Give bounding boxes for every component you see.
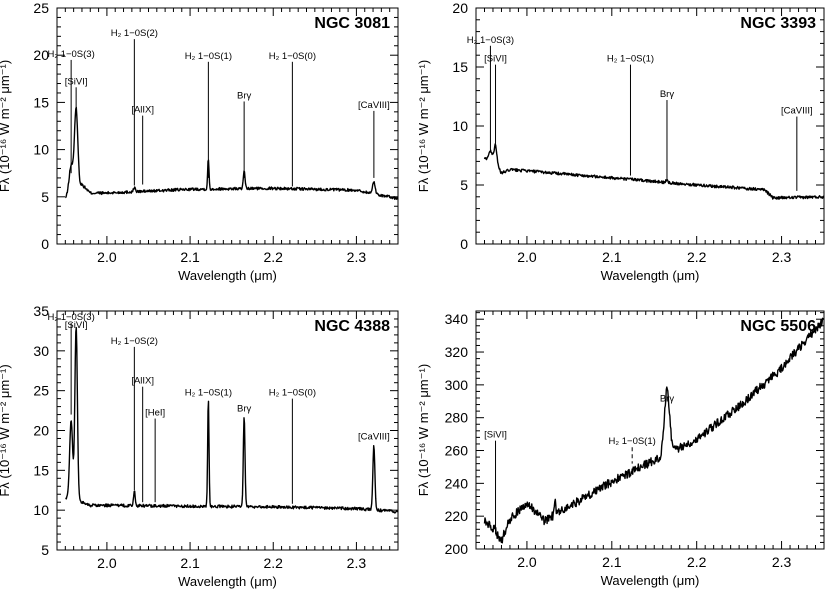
x-tick-label: 2.2 [687, 249, 707, 265]
y-tick-label: 20 [33, 47, 49, 63]
x-axis-label: Wavelength (μm) [178, 268, 277, 283]
spectrum-line [483, 143, 825, 200]
plot-frame [56, 310, 399, 551]
line-label: H₂ 1−0S(3) [467, 35, 514, 46]
chart-panel-3: 2.0 2.1 2.2 2.3 5 10 15 20 25 30 35 Wavelength (μm)… [0, 303, 399, 589]
y-tick-label: 25 [33, 0, 49, 16]
chart-panel-1: 2.0 2.1 2.2 2.3 0 5 10 15 20 25 Wavelength (μm) Fλ … [0, 0, 399, 283]
panel-title: NGC 3081 [314, 15, 390, 32]
x-axis-label: Wavelength (μm) [178, 574, 277, 589]
line-label: H₂ 1−0S(3) [48, 49, 95, 60]
line-label: [CaVIII] [358, 431, 390, 442]
line-label: [SiVI] [484, 430, 507, 441]
line-label: [CaVIII] [358, 100, 390, 111]
line-label: H₂ 1−0S(1) [607, 54, 654, 65]
y-tick-label: 35 [33, 303, 49, 319]
y-tick-label: 240 [445, 475, 469, 491]
y-tick-label: 0 [41, 236, 49, 252]
y-tick-label: 5 [41, 542, 49, 558]
x-tick-label: 2.3 [772, 554, 792, 570]
plot-frame [475, 7, 825, 245]
plot-frame [56, 7, 399, 245]
y-tick-label: 15 [452, 59, 468, 75]
y-tick-label: 15 [33, 462, 49, 478]
y-tick-label: 5 [460, 177, 468, 193]
x-tick-label: 2.0 [97, 555, 117, 571]
line-label: [SiVI] [484, 54, 507, 65]
y-tick-label: 280 [445, 410, 469, 426]
y-axis-label: Fλ (10⁻¹⁶ W m⁻² μm⁻¹) [0, 60, 12, 192]
x-tick-label: 2.1 [602, 249, 622, 265]
line-label: H₂ 1−0S(3) [48, 312, 95, 323]
line-label: Brγ [660, 89, 675, 100]
y-tick-label: 5 [41, 189, 49, 205]
spectrum-line [65, 106, 399, 200]
line-label: [CaVIII] [781, 106, 813, 117]
chart-panel-2: 2.0 2.1 2.2 2.3 0 5 10 15 20 Wavelength (μm) Fλ (1… [416, 0, 825, 283]
x-tick-label: 2.2 [264, 249, 284, 265]
chart-panel-4: 2.0 2.1 2.2 2.3 200 220 240 260 280 300 320 340 Wave… [416, 310, 825, 588]
y-tick-label: 10 [452, 118, 468, 134]
x-tick-label: 2.3 [347, 555, 367, 571]
x-tick-label: 2.2 [264, 555, 284, 571]
y-tick-label: 200 [445, 541, 469, 557]
y-tick-label: 25 [33, 383, 49, 399]
plot-frame [475, 310, 825, 550]
x-tick-label: 2.2 [687, 554, 707, 570]
x-axis-label: Wavelength (μm) [601, 573, 700, 588]
line-label: Brγ [660, 394, 675, 405]
line-label: H₂ 1−0S(0) [269, 388, 316, 399]
spectrum-line [483, 317, 825, 544]
panel-title: NGC 5506 [740, 318, 816, 335]
line-label: H₂ 1−0S(0) [269, 51, 316, 62]
x-tick-label: 2.0 [517, 249, 537, 265]
y-tick-label: 30 [33, 343, 49, 359]
x-tick-label: 2.3 [347, 249, 367, 265]
y-tick-label: 10 [33, 142, 49, 158]
line-label: Brγ [237, 404, 252, 415]
line-label: H₂ 1−0S(1) [185, 388, 232, 399]
x-tick-label: 2.0 [517, 554, 537, 570]
line-label: H₂ 1−0S(2) [111, 336, 158, 347]
y-tick-label: 260 [445, 443, 469, 459]
y-tick-label: 15 [33, 94, 49, 110]
y-tick-label: 220 [445, 508, 469, 524]
line-label: [SiVI] [65, 320, 88, 331]
y-axis-label: Fλ (10⁻¹⁶ W m⁻² μm⁻¹) [416, 60, 431, 192]
y-axis-label: Fλ (10⁻¹⁶ W m⁻² μm⁻¹) [416, 364, 431, 496]
y-tick-label: 340 [445, 311, 469, 327]
x-tick-label: 2.1 [602, 554, 622, 570]
line-label: H₂ 1−0S(1) [185, 51, 232, 62]
x-tick-label: 2.3 [772, 249, 792, 265]
line-label: [AlIX] [131, 105, 154, 116]
line-label: H₂ 1−0S(2) [111, 28, 158, 39]
panel-title: NGC 3393 [740, 15, 816, 32]
spectrum-line [65, 326, 399, 514]
line-label: [HeI] [145, 408, 165, 419]
line-label: [AlIX] [131, 376, 154, 387]
y-tick-label: 320 [445, 344, 469, 360]
x-axis-label: Wavelength (μm) [601, 268, 700, 283]
x-tick-label: 2.1 [180, 249, 200, 265]
y-tick-label: 300 [445, 377, 469, 393]
line-label: [SiVI] [65, 76, 88, 87]
y-axis-label: Fλ (10⁻¹⁶ W m⁻² μm⁻¹) [0, 364, 12, 496]
line-label: H₂ 1−0S(1) [609, 436, 656, 447]
panel-title: NGC 4388 [314, 318, 390, 335]
x-tick-label: 2.0 [97, 249, 117, 265]
y-tick-label: 0 [460, 236, 468, 252]
y-tick-label: 10 [33, 502, 49, 518]
y-tick-label: 20 [452, 0, 468, 16]
line-label: Brγ [237, 90, 252, 101]
y-tick-label: 20 [33, 423, 49, 439]
x-tick-label: 2.1 [180, 555, 200, 571]
